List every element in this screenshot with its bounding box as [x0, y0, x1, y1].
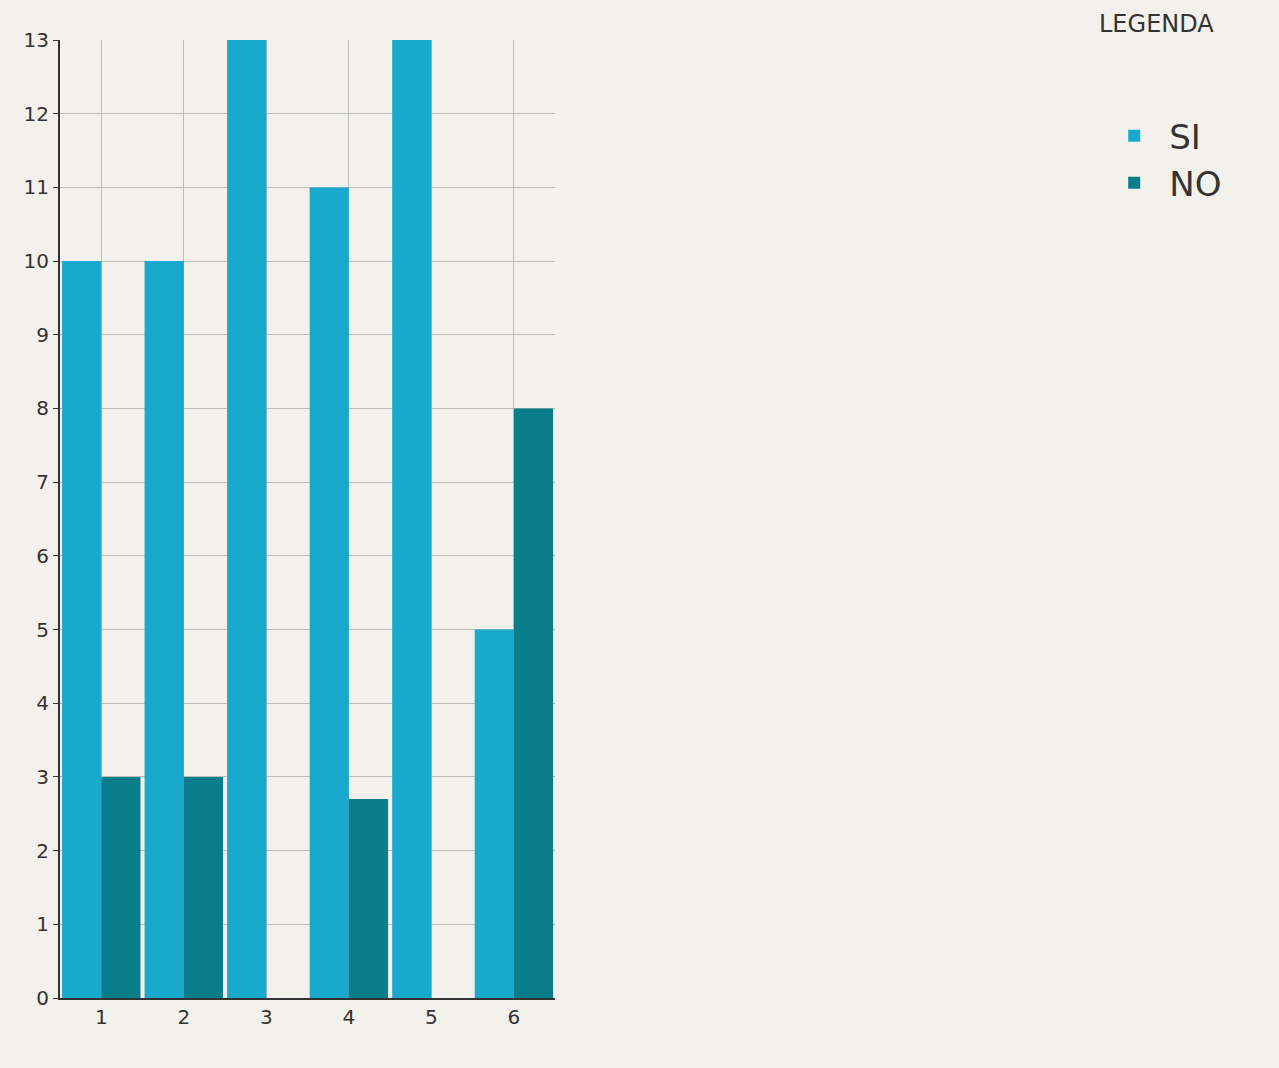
svg-text:4: 4	[342, 1005, 355, 1029]
svg-text:3: 3	[36, 765, 49, 789]
svg-text:NO: NO	[1169, 164, 1221, 204]
svg-text:8: 8	[36, 396, 49, 420]
svg-text:SI: SI	[1169, 117, 1201, 157]
svg-text:LEGENDA: LEGENDA	[1099, 10, 1214, 38]
svg-text:5: 5	[425, 1005, 438, 1029]
svg-text:10: 10	[24, 249, 49, 273]
svg-text:2: 2	[177, 1005, 190, 1029]
svg-text:1: 1	[36, 912, 49, 936]
svg-text:1: 1	[95, 1005, 108, 1029]
svg-text:6: 6	[36, 544, 49, 568]
svg-text:13: 13	[24, 28, 49, 52]
svg-text:9: 9	[36, 323, 49, 347]
svg-text:0: 0	[36, 986, 49, 1010]
svg-text:6: 6	[508, 1005, 521, 1029]
svg-text:2: 2	[36, 839, 49, 863]
svg-text:12: 12	[24, 102, 49, 126]
svg-text:7: 7	[36, 470, 49, 494]
svg-text:5: 5	[36, 618, 49, 642]
svg-text:11: 11	[24, 175, 49, 199]
svg-text:4: 4	[36, 691, 49, 715]
svg-text:3: 3	[260, 1005, 273, 1029]
